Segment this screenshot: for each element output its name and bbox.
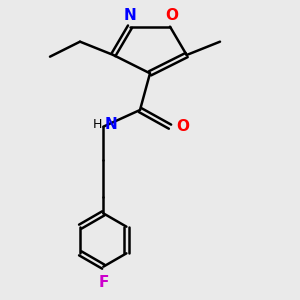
Text: F: F [98, 275, 109, 290]
Text: H: H [92, 118, 102, 131]
Text: N: N [105, 118, 118, 133]
Text: O: O [176, 119, 189, 134]
Text: O: O [165, 8, 178, 23]
Text: N: N [124, 8, 136, 23]
